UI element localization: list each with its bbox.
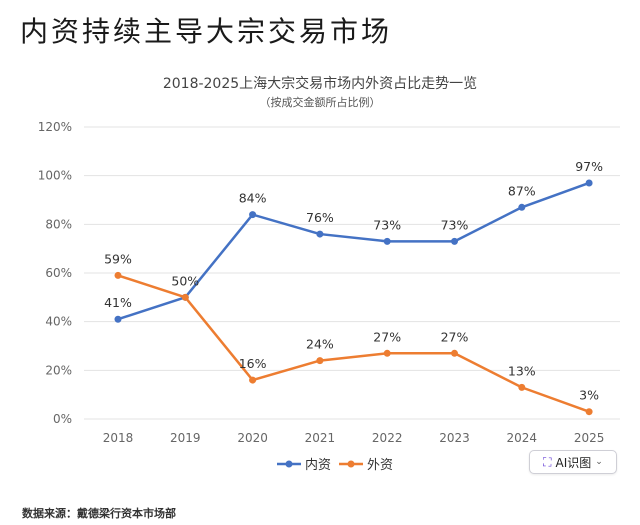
data-label: 50% xyxy=(171,273,199,288)
data-label: 13% xyxy=(508,363,536,378)
data-point xyxy=(114,271,122,279)
data-label: 3% xyxy=(579,388,599,403)
ai-sparkle-icon: ⛶ xyxy=(543,454,552,469)
y-tick-label: 60% xyxy=(45,266,72,280)
data-point xyxy=(518,383,526,391)
data-point xyxy=(451,349,458,357)
data-point xyxy=(316,230,324,238)
data-point xyxy=(518,203,526,211)
y-tick-label: 100% xyxy=(38,169,72,183)
data-label: 24% xyxy=(306,337,334,352)
data-point xyxy=(585,179,593,187)
series-line-2 xyxy=(117,274,590,413)
series-line-1 xyxy=(117,181,590,321)
x-tick-label: 2022 xyxy=(372,431,403,445)
data-point xyxy=(383,237,391,245)
y-tick-label: 120% xyxy=(38,120,72,134)
chevron-down-icon[interactable]: ⌄ xyxy=(595,457,603,467)
data-point xyxy=(249,376,257,384)
x-tick-label: 2018 xyxy=(103,431,134,445)
data-point xyxy=(114,315,122,323)
data-source: 数据来源：戴德梁行资本市场部 xyxy=(22,507,176,520)
page-headline: 内资持续主导大宗交易市场 xyxy=(20,15,393,48)
y-tick-label: 80% xyxy=(45,217,72,231)
x-tick-label: 2023 xyxy=(439,431,470,445)
data-label: 73% xyxy=(373,217,401,232)
data-point xyxy=(451,237,458,245)
data-point xyxy=(249,211,257,219)
data-label: 73% xyxy=(441,217,469,232)
y-tick-label: 40% xyxy=(45,315,72,329)
data-label: 76% xyxy=(306,210,334,225)
data-label: 84% xyxy=(239,191,267,206)
ai-image-recognition-button[interactable]: ⛶ AI识图 ⌄ xyxy=(529,450,617,474)
x-tick-label: 2020 xyxy=(237,431,268,445)
y-tick-label: 0% xyxy=(53,412,72,426)
data-label: 27% xyxy=(373,329,401,344)
ai-badge-label: AI识图 xyxy=(555,455,592,470)
data-point xyxy=(383,349,391,357)
data-label: 59% xyxy=(104,251,132,266)
data-label: 41% xyxy=(104,295,132,310)
data-point xyxy=(316,357,324,365)
legend-marker-2 xyxy=(347,460,355,468)
data-label: 27% xyxy=(441,329,469,344)
chart-subtitle: （按成交金额所占比例） xyxy=(259,96,381,109)
x-tick-label: 2025 xyxy=(574,431,605,445)
data-label: 97% xyxy=(575,159,603,174)
x-tick-label: 2019 xyxy=(170,431,201,445)
chart-title: 2018-2025上海大宗交易市场内外资占比走势一览 xyxy=(162,76,478,92)
data-point xyxy=(585,408,593,416)
y-tick-label: 20% xyxy=(45,363,72,377)
data-label: 87% xyxy=(508,183,536,198)
x-tick-label: 2021 xyxy=(305,431,336,445)
legend-label-2: 外资 xyxy=(367,458,393,473)
data-label: 16% xyxy=(239,356,267,371)
legend-label-1: 内资 xyxy=(305,457,331,473)
legend-marker-1 xyxy=(285,460,293,468)
data-point xyxy=(181,293,189,301)
x-tick-label: 2024 xyxy=(507,431,538,445)
